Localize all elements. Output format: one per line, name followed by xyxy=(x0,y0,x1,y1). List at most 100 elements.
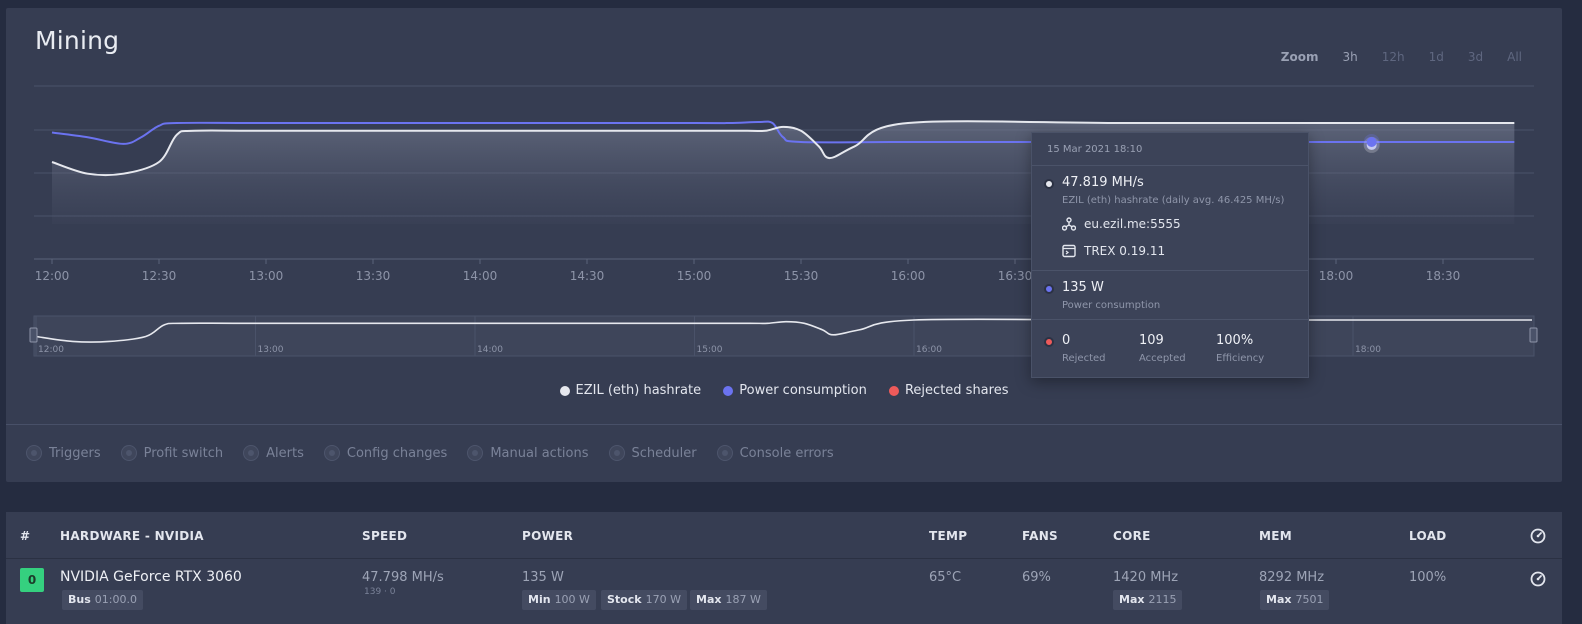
hashrate-dot-icon xyxy=(1044,179,1054,189)
zoom-12h-button[interactable]: 12h xyxy=(1381,50,1405,64)
gpu-temp: 65°C xyxy=(929,570,962,585)
power-stock-pill: Stock 170 W xyxy=(601,590,687,610)
tooltip-rejected: 0 xyxy=(1062,333,1071,348)
col-header-core: CORE xyxy=(1113,529,1151,543)
zoom-1d-button[interactable]: 1d xyxy=(1428,50,1444,64)
x-tick-label: 18:30 xyxy=(1426,269,1461,283)
power-dot-icon xyxy=(1044,284,1054,294)
table-header-divider xyxy=(6,558,1562,559)
radio-icon xyxy=(608,445,625,461)
x-tick-label: 14:30 xyxy=(570,269,605,283)
tooltip-miner-row: TREX 0.19.11 xyxy=(1062,244,1165,258)
col-header-temp: TEMP xyxy=(929,529,968,543)
col-header-num: # xyxy=(20,529,31,543)
tooltip-efficiency: 100% xyxy=(1216,333,1254,348)
zoom-selector: Zoom 3h 12h 1d 3d All xyxy=(1281,50,1522,64)
mem-max-pill: Max 7501 xyxy=(1260,590,1330,610)
radio-icon xyxy=(243,445,260,461)
power-min-label: Min xyxy=(528,593,551,606)
core-max-pill: Max 2115 xyxy=(1113,590,1183,610)
event-filters: Triggers Profit switch Alerts Config cha… xyxy=(26,445,854,461)
hashrate-legend-dot-icon xyxy=(559,385,570,396)
power-stock-label: Stock xyxy=(607,593,642,606)
rejected-legend-dot-icon xyxy=(888,385,899,396)
filter-config-changes[interactable]: Config changes xyxy=(323,445,448,461)
x-tick-label: 12:00 xyxy=(35,269,70,283)
x-tick-label: 15:00 xyxy=(677,269,712,283)
power-legend-dot-icon xyxy=(723,385,734,396)
power-max-label: Max xyxy=(696,593,722,606)
radio-icon xyxy=(26,445,42,461)
gpu-speed-shares: 139 · 0 xyxy=(364,587,396,597)
core-max-value: 2115 xyxy=(1148,593,1177,606)
gpu-mem: 8292 MHz xyxy=(1259,570,1325,585)
gpu-power: 135 W xyxy=(522,570,564,585)
x-tick-label: 14:00 xyxy=(463,269,498,283)
tooltip-accepted: 109 xyxy=(1139,333,1164,348)
col-header-mem: MEM xyxy=(1259,529,1292,543)
legend-rejected-label: Rejected shares xyxy=(904,383,1009,398)
radio-icon xyxy=(467,445,484,461)
tooltip-miner: TREX 0.19.11 xyxy=(1084,244,1166,258)
filter-triggers[interactable]: Triggers xyxy=(26,445,101,461)
navigator-left-handle[interactable] xyxy=(29,327,38,343)
hardware-table: # HARDWARE - NVIDIA SPEED POWER TEMP FAN… xyxy=(6,512,1562,624)
filter-profit-switch[interactable]: Profit switch xyxy=(120,445,223,461)
gpu-index-badge: 0 xyxy=(20,568,44,592)
panel-title: Mining xyxy=(35,26,120,55)
panel-divider xyxy=(6,424,1562,425)
col-header-hardware: HARDWARE - NVIDIA xyxy=(60,529,204,543)
navigator-right-handle[interactable] xyxy=(1529,327,1538,343)
filter-label: Config changes xyxy=(346,445,448,461)
power-min-value: 100 W xyxy=(554,593,590,606)
bus-pill: Bus 01:00.0 xyxy=(62,590,143,610)
zoom-all-button[interactable]: All xyxy=(1507,50,1522,64)
tooltip-accepted-label: Accepted xyxy=(1139,353,1186,364)
x-tick-label: 16:00 xyxy=(891,269,926,283)
x-tick-label: 13:00 xyxy=(249,269,284,283)
gpu-core: 1420 MHz xyxy=(1113,570,1179,585)
tooltip-power: 135 W xyxy=(1062,280,1104,295)
navigator-tick-label: 12:00 xyxy=(38,345,64,355)
core-max-label: Max xyxy=(1119,593,1145,606)
col-header-fans: FANS xyxy=(1022,529,1058,543)
radio-icon xyxy=(120,445,137,461)
gauge-icon[interactable] xyxy=(1530,571,1546,587)
mining-panel: Mining Zoom 3h 12h 1d 3d All 12:00 13:00 1… xyxy=(6,8,1562,482)
filter-label: Alerts xyxy=(266,445,304,461)
filter-label: Console errors xyxy=(739,445,834,461)
power-stock-value: 170 W xyxy=(645,593,681,606)
filter-scheduler[interactable]: Scheduler xyxy=(608,445,697,461)
filter-console-errors[interactable]: Console errors xyxy=(716,445,834,461)
legend-hashrate[interactable]: EZIL (eth) hashrate xyxy=(559,383,701,398)
filter-alerts[interactable]: Alerts xyxy=(243,445,304,461)
chart-tooltip: 15 Mar 2021 18:10 47.819 MH/s EZIL (eth)… xyxy=(1031,132,1309,378)
filter-label: Scheduler xyxy=(631,445,697,461)
gpu-speed: 47.798 MH/s xyxy=(362,570,444,585)
zoom-3h-button[interactable]: 3h xyxy=(1342,50,1358,64)
mem-max-value: 7501 xyxy=(1295,593,1324,606)
tooltip-hashrate-desc: EZIL (eth) hashrate (daily avg. 46.425 M… xyxy=(1062,195,1285,206)
x-tick-label: 12:30 xyxy=(142,269,177,283)
navigator-tick-label: 18:00 xyxy=(1355,345,1381,355)
tooltip-pool-row: eu.ezil.me:5555 xyxy=(1062,217,1181,231)
navigator-tick-label: 16:00 xyxy=(916,345,942,355)
legend-power[interactable]: Power consumption xyxy=(723,383,867,398)
tooltip-power-desc: Power consumption xyxy=(1062,300,1161,311)
filter-manual-actions[interactable]: Manual actions xyxy=(467,445,589,461)
zoom-3d-button[interactable]: 3d xyxy=(1467,50,1484,64)
col-header-load: LOAD xyxy=(1409,529,1447,543)
x-tick-label: 16:30 xyxy=(998,269,1033,283)
power-min-pill: Min 100 W xyxy=(522,590,596,610)
gauge-icon[interactable] xyxy=(1530,528,1546,544)
col-header-speed: SPEED xyxy=(362,529,408,543)
power-hover-point xyxy=(1366,137,1377,147)
gpu-name[interactable]: NVIDIA GeForce RTX 3060 xyxy=(60,569,242,585)
filter-label: Manual actions xyxy=(490,445,589,461)
col-header-power: POWER xyxy=(522,529,574,543)
gpu-fans: 69% xyxy=(1022,570,1051,585)
navigator-tick-label: 13:00 xyxy=(258,345,284,355)
filter-label: Triggers xyxy=(49,445,101,461)
legend-rejected[interactable]: Rejected shares xyxy=(888,383,1009,398)
